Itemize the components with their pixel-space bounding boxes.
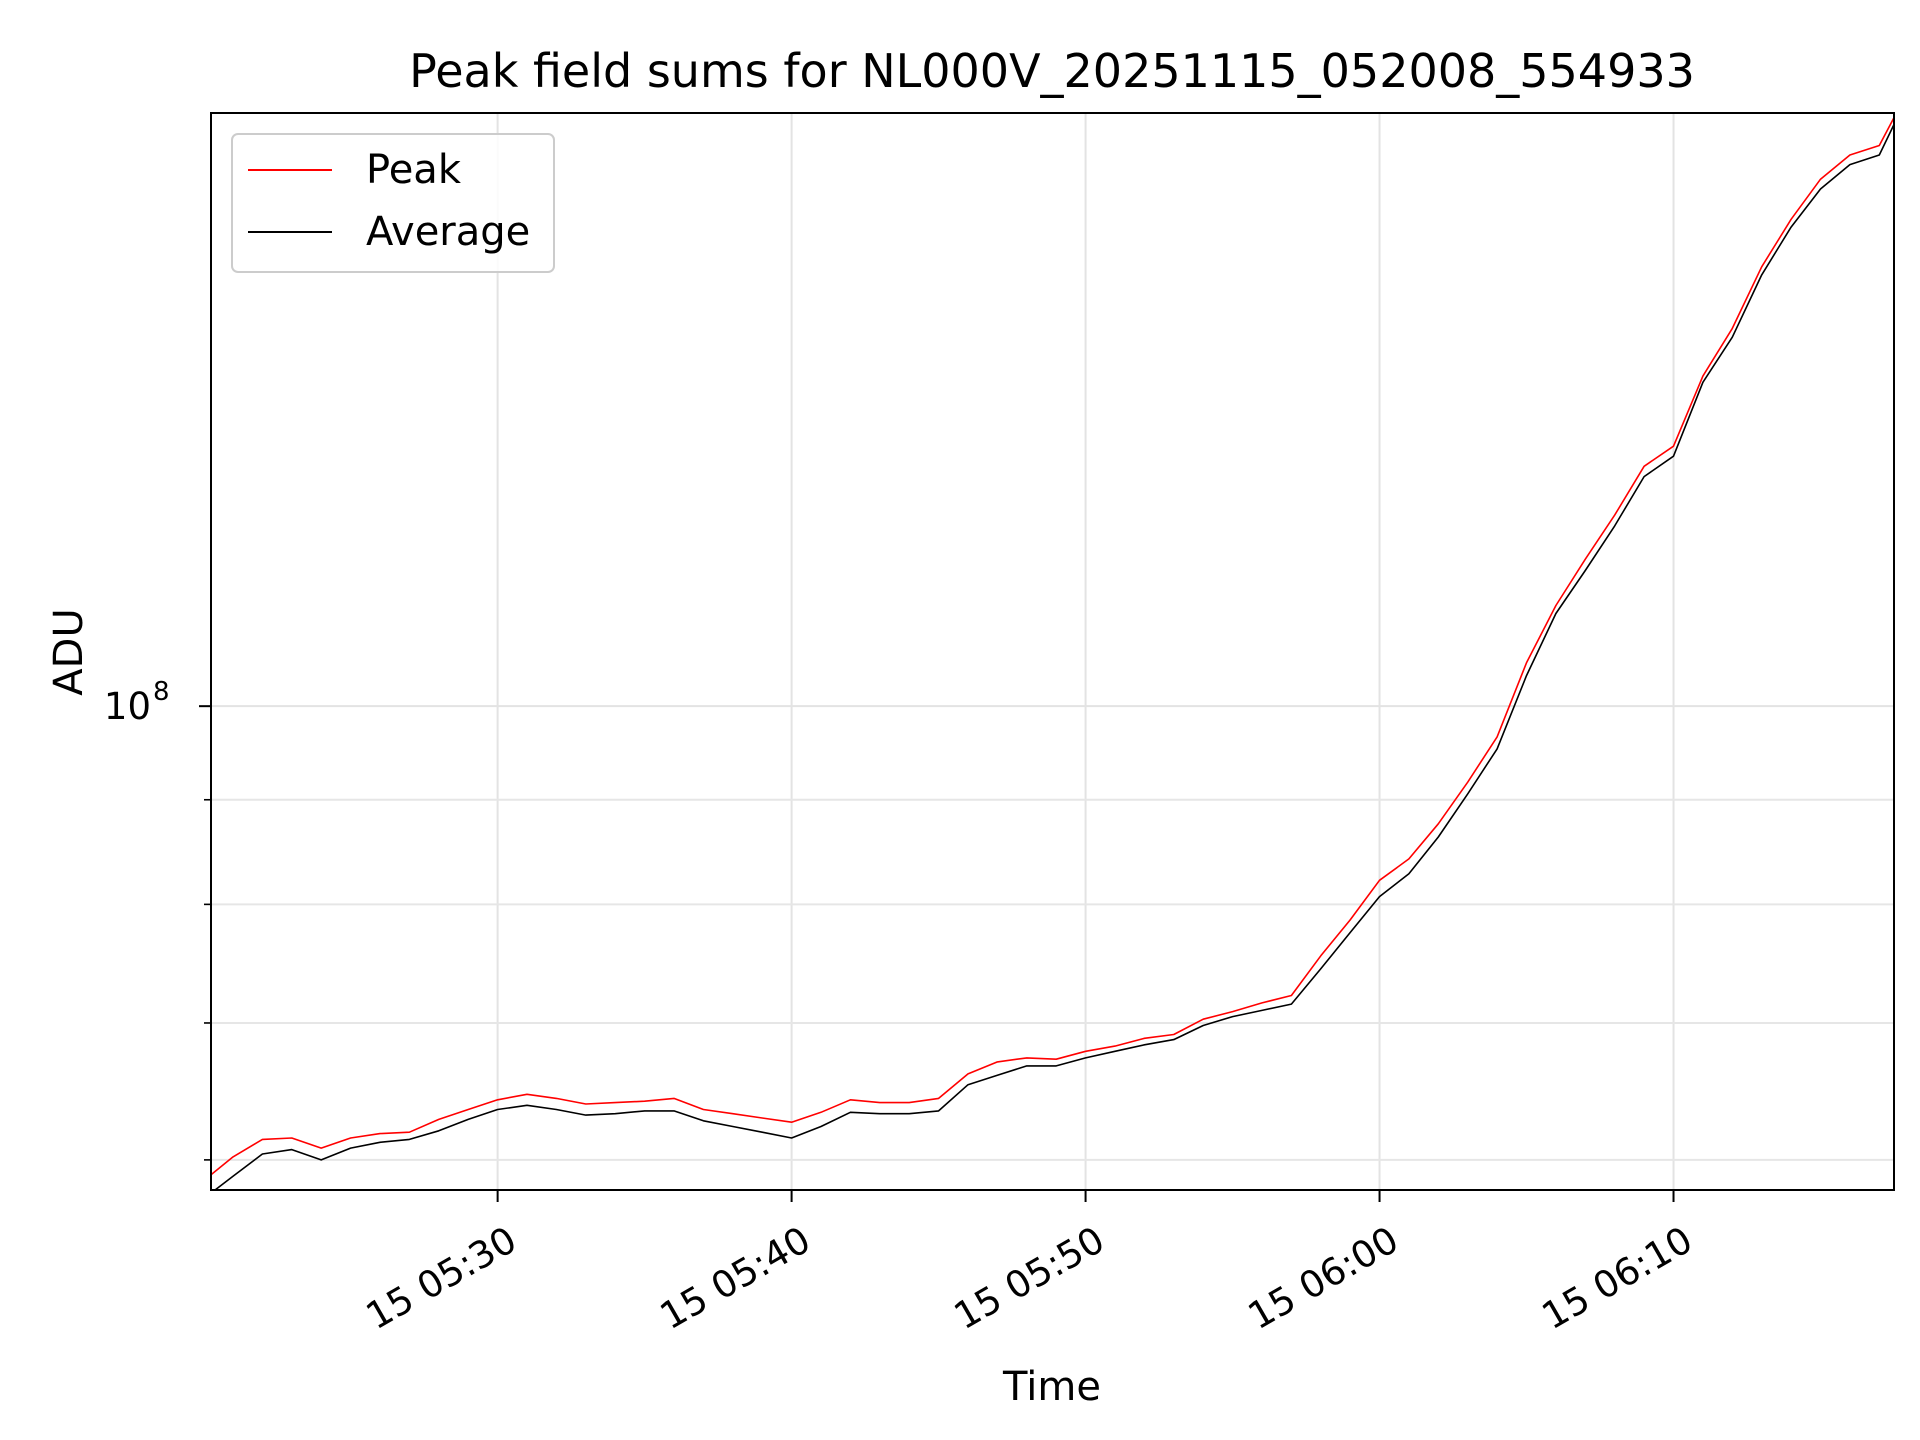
y-axis-label: ADU	[46, 608, 92, 695]
legend-label-peak: Peak	[366, 147, 462, 193]
plot-frame	[210, 112, 1895, 1191]
legend-box	[231, 133, 555, 273]
chart-title: Peak field sums for NL000V_20251115_0520…	[409, 44, 1695, 98]
grid	[211, 113, 1894, 1190]
y-axis: 10 8	[104, 677, 211, 1161]
y-tick-label: 10	[104, 685, 151, 728]
series-line-peak	[211, 117, 1894, 1176]
legend: Peak Average	[231, 133, 555, 273]
legend-label-average: Average	[366, 209, 530, 255]
series-layer	[211, 117, 1894, 1190]
x-axis-label: Time	[1002, 1364, 1101, 1410]
y-tick-exponent: 8	[153, 677, 170, 707]
series-line-average	[213, 124, 1894, 1190]
